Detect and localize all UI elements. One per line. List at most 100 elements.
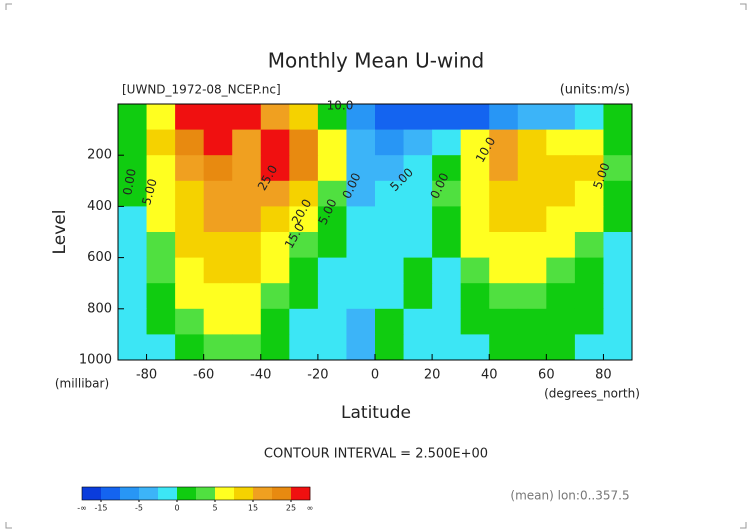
contour-cell: [232, 155, 262, 182]
contour-cell: [232, 283, 262, 310]
contour-cell: [232, 232, 262, 259]
contour-cell: [346, 232, 376, 259]
x-tick-label: 60: [538, 368, 555, 383]
contour-cell: [574, 283, 604, 310]
x-tick-label: -20: [307, 368, 328, 383]
units-label: (units:m/s): [560, 83, 630, 98]
contour-cell: [346, 104, 376, 131]
contour-cell: [460, 283, 490, 310]
contour-cell: [375, 206, 405, 233]
contour-cell: [289, 180, 319, 207]
y-tick-label: 400: [87, 199, 112, 214]
contour-cell: [432, 180, 462, 207]
contour-cell: [146, 129, 176, 156]
contour-cell: [118, 308, 148, 335]
contour-cell: [517, 308, 547, 335]
contour-cell: [203, 308, 233, 335]
colorbar-label: 0: [174, 504, 179, 513]
contour-cell: [146, 334, 176, 361]
contour-cell: [546, 232, 576, 259]
contour-cell: [317, 104, 347, 131]
contour-cell: [546, 283, 576, 310]
contour-cell: [403, 334, 433, 361]
contour-cell: [317, 308, 347, 335]
contour-cell: [289, 129, 319, 156]
contour-cell: [375, 180, 405, 207]
colorbar-swatch: [253, 487, 273, 500]
colorbar-swatch: [177, 487, 197, 500]
x-units: (degrees_north): [544, 387, 640, 401]
contour-cell: [546, 206, 576, 233]
colorbar-label: -∞: [77, 504, 87, 513]
x-tick-label: -60: [193, 368, 214, 383]
contour-cell: [574, 104, 604, 131]
contour-cell: [375, 334, 405, 361]
contour-cell: [317, 232, 347, 259]
contour-cell: [517, 129, 547, 156]
colorbar-swatch: [101, 487, 121, 500]
contour-cell: [260, 104, 290, 131]
contour-cell: [403, 129, 433, 156]
x-tick-label: 0: [371, 368, 379, 383]
contour-cell: [146, 155, 176, 182]
contour-cell: [546, 155, 576, 182]
y-units: (millibar): [55, 377, 109, 391]
contour-cell: [603, 155, 633, 182]
contour-cell: [175, 180, 205, 207]
colorbar-swatch: [291, 487, 311, 500]
contour-cell: [118, 283, 148, 310]
contour-cell: [289, 308, 319, 335]
contour-cell: [432, 155, 462, 182]
contour-cell: [260, 155, 290, 182]
contour-cell: [203, 232, 233, 259]
contour-cell: [403, 206, 433, 233]
x-tick-label: -80: [136, 368, 157, 383]
contour-cell: [203, 155, 233, 182]
contour-cell: [403, 308, 433, 335]
contour-cell: [232, 257, 262, 284]
contour-cell: [289, 155, 319, 182]
x-tick-label: 80: [595, 368, 612, 383]
footer-note: (mean) lon:0..357.5: [510, 489, 629, 503]
x-axis-label: Latitude: [341, 403, 411, 423]
contour-cell: [460, 232, 490, 259]
contour-cell: [432, 104, 462, 131]
contour-cell: [317, 257, 347, 284]
contour-cell: [146, 283, 176, 310]
contour-cell: [118, 155, 148, 182]
y-tick-label: 1000: [79, 353, 112, 368]
contour-cell: [146, 104, 176, 131]
colorbar-swatch: [139, 487, 159, 500]
contour-cell: [175, 155, 205, 182]
contour-cell: [317, 155, 347, 182]
contour-cell: [432, 232, 462, 259]
contour-cell: [232, 308, 262, 335]
contour-cell: [517, 232, 547, 259]
contour-cell: [118, 232, 148, 259]
contour-cell: [546, 257, 576, 284]
contour-cell: [175, 206, 205, 233]
contour-cell: [175, 334, 205, 361]
contour-cell: [432, 283, 462, 310]
colorbar-label: 5: [212, 504, 217, 513]
contour-cell: [517, 283, 547, 310]
contour-cell: [232, 180, 262, 207]
contour-cell: [460, 129, 490, 156]
contour-cell: [346, 257, 376, 284]
contour-cell: [260, 283, 290, 310]
contour-cell: [118, 180, 148, 207]
contour-cell: [375, 308, 405, 335]
contour-cell: [489, 257, 519, 284]
contour-cell: [574, 206, 604, 233]
contour-cell: [460, 334, 490, 361]
contour-cell: [260, 308, 290, 335]
contour-cell: [574, 257, 604, 284]
contour-label: 0.00: [120, 168, 138, 197]
y-axis-label: Level: [50, 210, 70, 255]
contour-cell: [432, 257, 462, 284]
contour-cell: [432, 334, 462, 361]
contour-cell: [403, 232, 433, 259]
contour-cell: [517, 155, 547, 182]
contour-cell: [603, 334, 633, 361]
contour-cell: [317, 180, 347, 207]
